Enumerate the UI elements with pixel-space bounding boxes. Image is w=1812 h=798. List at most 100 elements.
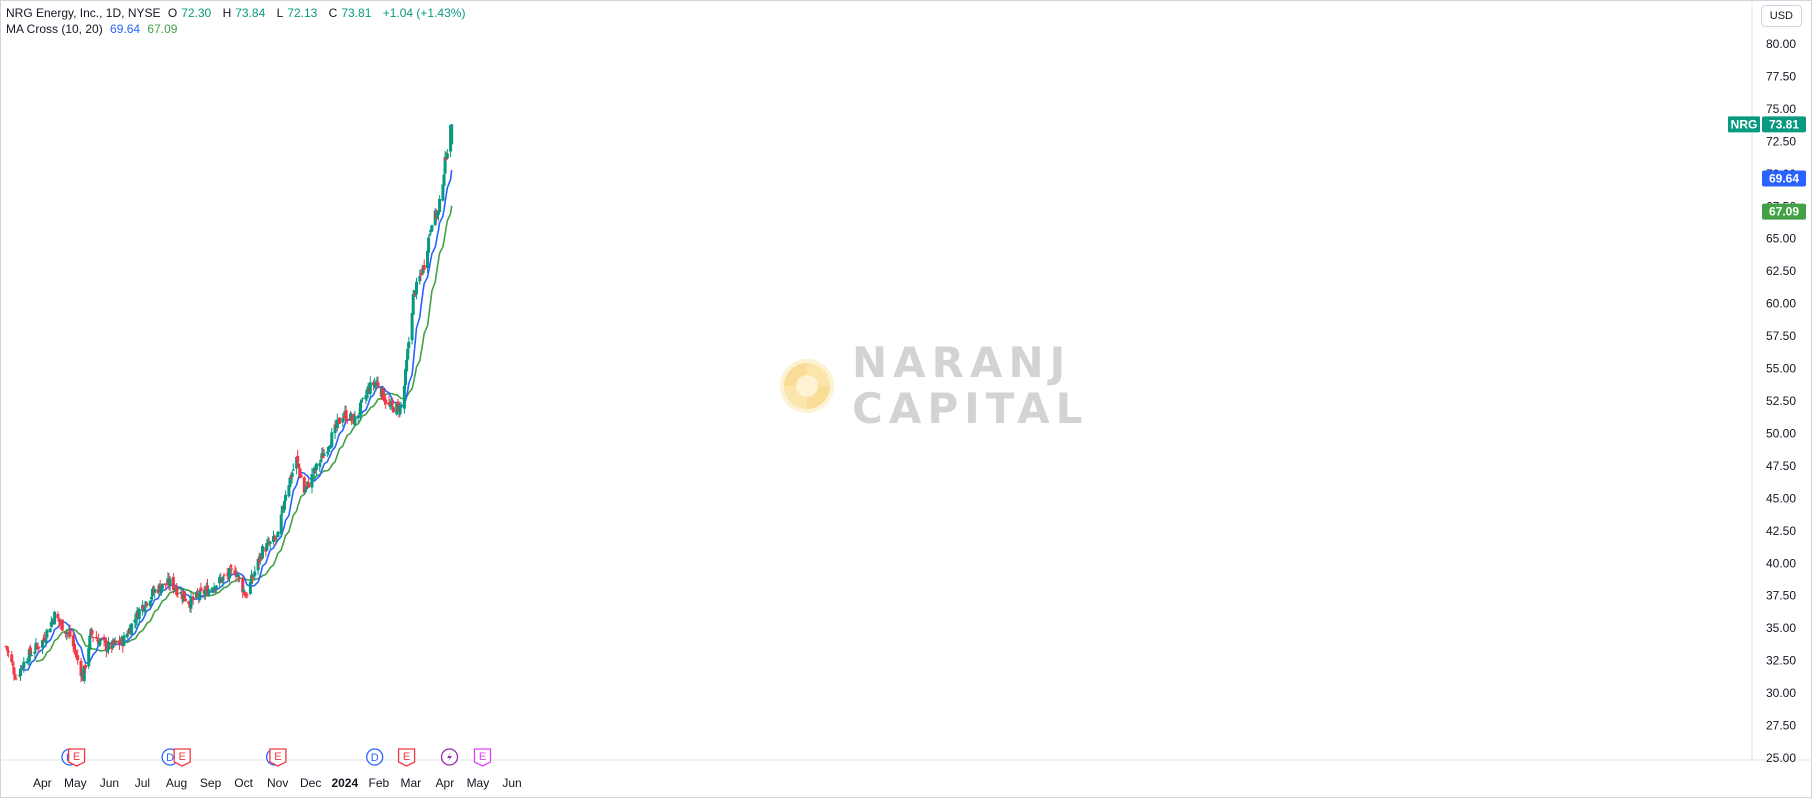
candle-body[interactable]: [353, 416, 357, 426]
candle-body[interactable]: [230, 568, 234, 570]
candle-body[interactable]: [390, 400, 394, 406]
candle-body[interactable]: [30, 655, 33, 657]
candle-body[interactable]: [87, 648, 91, 667]
candle-body[interactable]: [273, 537, 277, 539]
candle-body[interactable]: [442, 174, 446, 186]
candle-body[interactable]: [88, 635, 92, 650]
candle-body[interactable]: [142, 606, 146, 611]
candle-body[interactable]: [256, 558, 260, 571]
candle-body[interactable]: [33, 651, 37, 654]
candle-body[interactable]: [237, 577, 241, 579]
candle-body[interactable]: [415, 281, 418, 295]
candle-body[interactable]: [430, 225, 434, 232]
candle-body[interactable]: [214, 585, 218, 590]
legend-symbol[interactable]: NRG Energy, Inc., 1D, NYSE: [6, 6, 161, 20]
candle-body[interactable]: [151, 588, 154, 597]
candle-body[interactable]: [125, 633, 129, 638]
candle-body[interactable]: [376, 382, 380, 387]
candle-body[interactable]: [11, 663, 15, 666]
candle-body[interactable]: [364, 395, 368, 400]
candle-body[interactable]: [437, 210, 440, 215]
candle-body[interactable]: [445, 153, 449, 159]
candle-body[interactable]: [303, 489, 307, 493]
candle-body[interactable]: [290, 472, 294, 478]
candle-body[interactable]: [322, 453, 326, 457]
candle-body[interactable]: [20, 668, 24, 670]
candle-body[interactable]: [382, 389, 385, 401]
candle-body[interactable]: [335, 419, 339, 428]
candle-body[interactable]: [196, 593, 200, 595]
candle-body[interactable]: [295, 456, 299, 469]
candle-body[interactable]: [251, 577, 255, 579]
candle-body[interactable]: [35, 645, 39, 647]
candle-body[interactable]: [358, 402, 362, 416]
candle-body[interactable]: [244, 596, 248, 598]
earnings-marker[interactable]: [397, 748, 416, 767]
candle-body[interactable]: [299, 474, 303, 478]
candle-body[interactable]: [19, 668, 22, 677]
candle-body[interactable]: [134, 620, 138, 623]
candle-body[interactable]: [160, 583, 164, 589]
candle-body[interactable]: [153, 589, 157, 593]
candle-body[interactable]: [253, 571, 257, 576]
candle-body[interactable]: [252, 575, 256, 577]
candle-body[interactable]: [242, 589, 246, 593]
candle-body[interactable]: [427, 237, 431, 253]
candle-body[interactable]: [229, 565, 233, 568]
candle-body[interactable]: [171, 576, 175, 590]
candle-body[interactable]: [168, 578, 172, 587]
candle-body[interactable]: [236, 574, 240, 578]
candle-body[interactable]: [248, 581, 252, 594]
candle-body[interactable]: [361, 398, 365, 400]
candle-body[interactable]: [49, 621, 53, 627]
candle-body[interactable]: [276, 531, 280, 538]
candle-body[interactable]: [410, 313, 414, 341]
candle-body[interactable]: [435, 212, 439, 218]
candle-body[interactable]: [318, 463, 322, 467]
candle-body[interactable]: [268, 541, 272, 544]
candle-body[interactable]: [234, 572, 238, 577]
candle-body[interactable]: [36, 646, 40, 649]
currency-button[interactable]: USD: [1760, 5, 1802, 27]
candle-body[interactable]: [298, 469, 302, 477]
candle-body[interactable]: [145, 603, 149, 606]
candle-body[interactable]: [261, 546, 264, 559]
candle-body[interactable]: [407, 341, 411, 349]
candle-body[interactable]: [57, 618, 61, 622]
candle-body[interactable]: [422, 265, 426, 270]
candle-body[interactable]: [398, 405, 402, 415]
candle-body[interactable]: [406, 348, 410, 360]
candle-body[interactable]: [243, 591, 247, 596]
candle-body[interactable]: [56, 613, 60, 619]
candle-body[interactable]: [37, 646, 41, 648]
candle-body[interactable]: [338, 417, 341, 424]
candle-body[interactable]: [105, 650, 109, 652]
candle-body[interactable]: [75, 654, 79, 656]
dividend-marker[interactable]: [366, 748, 384, 766]
candle-body[interactable]: [82, 665, 86, 681]
candle-body[interactable]: [395, 403, 399, 415]
candle-body[interactable]: [387, 402, 391, 406]
candle-body[interactable]: [441, 184, 445, 201]
candle-body[interactable]: [179, 592, 183, 594]
candle-body[interactable]: [279, 514, 283, 535]
candle-body[interactable]: [53, 611, 57, 625]
candle-body[interactable]: [412, 290, 416, 294]
candle-body[interactable]: [272, 536, 275, 542]
candle-body[interactable]: [195, 592, 198, 598]
candle-body[interactable]: [137, 609, 141, 620]
candle-body[interactable]: [342, 415, 346, 417]
candle-body[interactable]: [450, 124, 454, 144]
candle-body[interactable]: [44, 639, 48, 643]
candle-body[interactable]: [187, 601, 191, 605]
candle-body[interactable]: [330, 432, 334, 448]
candle-body[interactable]: [250, 575, 253, 584]
candle-body[interactable]: [384, 399, 388, 404]
earnings-marker[interactable]: [173, 748, 191, 767]
candle-body[interactable]: [222, 575, 226, 577]
candle-body[interactable]: [210, 588, 214, 591]
candle-body[interactable]: [302, 477, 306, 493]
candle-body[interactable]: [233, 570, 237, 575]
candle-body[interactable]: [365, 391, 369, 397]
